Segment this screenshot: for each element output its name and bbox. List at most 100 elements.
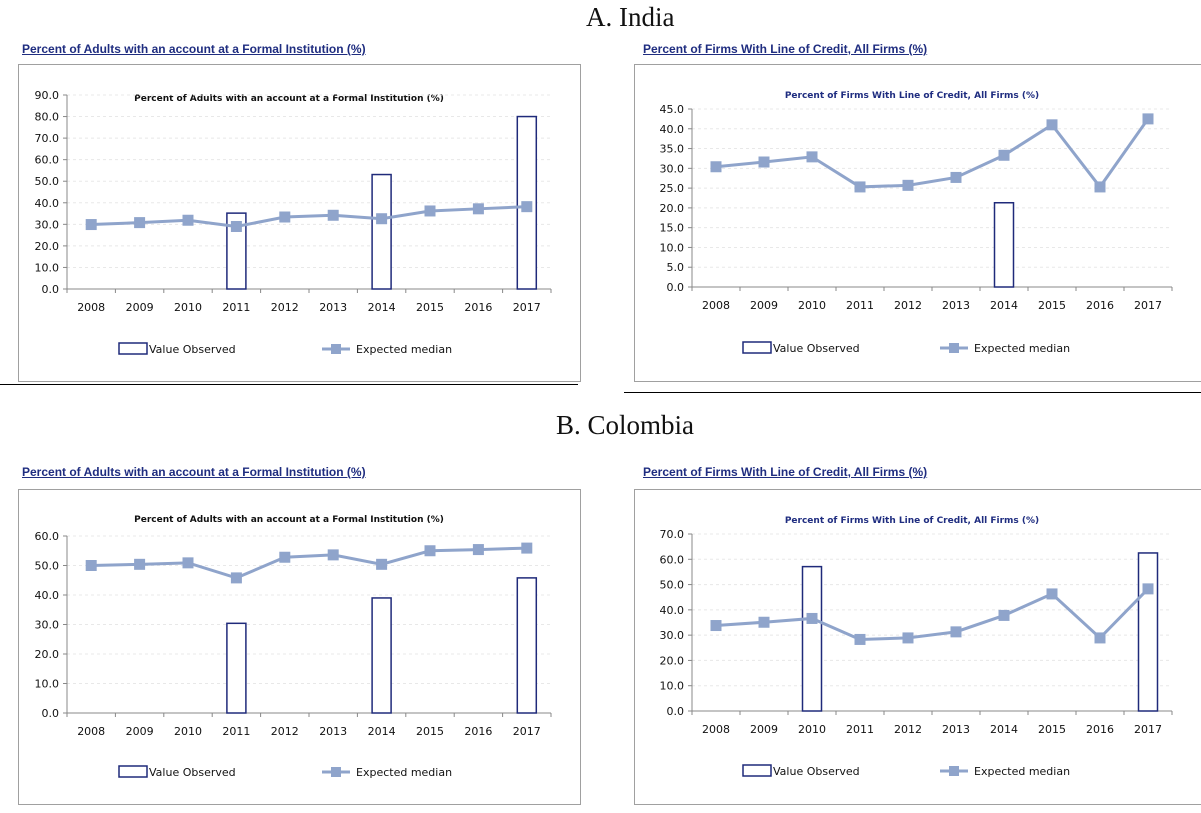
point-expected-median — [998, 149, 1010, 161]
bar-value-observed — [226, 212, 247, 290]
chart-title: Percent of Adults with an account at a F… — [134, 515, 444, 525]
section-title-india: A. India — [586, 2, 675, 32]
point-expected-median — [279, 211, 291, 223]
y-tick-label: 45.0 — [660, 103, 685, 116]
point-expected-median — [327, 549, 339, 561]
y-tick-label: 30.0 — [660, 629, 685, 642]
x-tick-label: 2011 — [222, 301, 250, 314]
y-tick-label: 50.0 — [35, 175, 60, 188]
y-tick-label: 50.0 — [660, 579, 685, 592]
point-expected-median — [376, 213, 388, 225]
bar-value-observed — [1137, 552, 1159, 712]
legend-label-expected-median: Expected median — [356, 343, 452, 356]
point-expected-median — [230, 220, 242, 232]
point-expected-median — [902, 632, 914, 644]
legend-label-value-observed: Value Observed — [773, 765, 860, 778]
x-tick-label: 2009 — [750, 723, 778, 736]
legend-swatch-marker — [949, 343, 959, 353]
point-expected-median — [806, 151, 818, 163]
x-tick-label: 2008 — [77, 725, 105, 738]
y-tick-label: 30.0 — [660, 162, 685, 175]
chart-svg: Percent of Firms With Line of Credit, Al… — [660, 91, 1173, 355]
x-tick-label: 2013 — [942, 723, 970, 736]
y-tick-label: 60.0 — [660, 553, 685, 566]
point-expected-median — [134, 558, 146, 570]
point-expected-median — [710, 620, 722, 632]
bar-value-observed — [516, 577, 538, 714]
chart-title: Percent of Firms With Line of Credit, Al… — [785, 91, 1039, 101]
legend-swatch-marker — [949, 766, 959, 776]
point-expected-median — [1142, 583, 1154, 595]
point-expected-median — [327, 209, 339, 221]
y-tick-label: 0.0 — [42, 283, 60, 296]
y-tick-label: 5.0 — [667, 261, 685, 274]
bar-value-observed — [371, 173, 392, 290]
panel-heading-india-credit: Percent of Firms With Line of Credit, Al… — [643, 42, 928, 56]
line-expected-median — [91, 546, 527, 580]
chart-title: Percent of Adults with an account at a F… — [134, 94, 444, 104]
x-tick-label: 2012 — [271, 725, 299, 738]
y-tick-label: 0.0 — [42, 707, 60, 720]
point-expected-median — [472, 544, 484, 556]
y-tick-label: 10.0 — [35, 678, 60, 691]
x-tick-label: 2010 — [174, 301, 202, 314]
y-tick-label: 50.0 — [35, 560, 60, 573]
bar-value-observed — [226, 622, 247, 714]
x-tick-label: 2014 — [990, 723, 1018, 736]
panel-heading-colombia-credit: Percent of Firms With Line of Credit, Al… — [643, 465, 928, 479]
point-expected-median — [950, 626, 962, 638]
bar-value-observed — [371, 597, 392, 714]
x-tick-label: 2009 — [126, 301, 154, 314]
y-tick-label: 10.0 — [35, 261, 60, 274]
x-tick-label: 2008 — [77, 301, 105, 314]
point-expected-median — [230, 572, 242, 584]
x-tick-label: 2012 — [894, 299, 922, 312]
y-tick-label: 30.0 — [35, 218, 60, 231]
legend-label-value-observed: Value Observed — [149, 343, 236, 356]
y-tick-label: 60.0 — [35, 154, 60, 167]
y-tick-label: 80.0 — [35, 111, 60, 124]
y-tick-label: 20.0 — [35, 648, 60, 661]
x-tick-label: 2013 — [942, 299, 970, 312]
point-expected-median — [85, 560, 97, 571]
x-tick-label: 2014 — [990, 299, 1018, 312]
point-expected-median — [521, 542, 533, 554]
point-expected-median — [710, 161, 722, 173]
point-expected-median — [854, 181, 866, 193]
y-tick-label: 25.0 — [660, 182, 685, 195]
y-tick-label: 35.0 — [660, 143, 685, 156]
x-tick-label: 2011 — [846, 299, 874, 312]
chart-title: Percent of Firms With Line of Credit, Al… — [785, 516, 1039, 526]
x-tick-label: 2015 — [416, 725, 444, 738]
x-tick-label: 2008 — [702, 299, 730, 312]
bar-value-observed — [993, 201, 1015, 288]
y-tick-label: 40.0 — [35, 197, 60, 210]
point-expected-median — [998, 609, 1010, 621]
x-tick-label: 2011 — [222, 725, 250, 738]
chart-svg: Percent of Adults with an account at a F… — [35, 515, 552, 779]
y-tick-label: 10.0 — [660, 680, 685, 693]
panel-heading-colombia-accounts: Percent of Adults with an account at a F… — [22, 465, 366, 479]
x-tick-label: 2012 — [271, 301, 299, 314]
chart-india-accounts: Percent of Adults with an account at a F… — [18, 64, 581, 382]
legend-swatch-marker — [331, 767, 341, 777]
legend-label-value-observed: Value Observed — [149, 766, 236, 779]
point-expected-median — [472, 203, 484, 215]
x-tick-label: 2014 — [368, 301, 396, 314]
y-tick-label: 0.0 — [667, 705, 685, 718]
y-tick-label: 90.0 — [35, 89, 60, 102]
line-expected-median — [715, 587, 1150, 641]
x-tick-label: 2017 — [513, 301, 541, 314]
y-tick-label: 40.0 — [35, 589, 60, 602]
x-tick-label: 2016 — [1086, 723, 1114, 736]
y-tick-label: 70.0 — [660, 528, 685, 541]
point-expected-median — [182, 214, 194, 226]
chart-svg: Percent of Adults with an account at a F… — [35, 89, 552, 356]
legend-swatch-value-observed — [118, 765, 148, 778]
x-tick-label: 2017 — [513, 725, 541, 738]
point-expected-median — [806, 612, 818, 624]
y-tick-label: 20.0 — [660, 202, 685, 215]
x-tick-label: 2010 — [798, 299, 826, 312]
y-tick-label: 20.0 — [35, 240, 60, 253]
y-tick-label: 20.0 — [660, 654, 685, 667]
